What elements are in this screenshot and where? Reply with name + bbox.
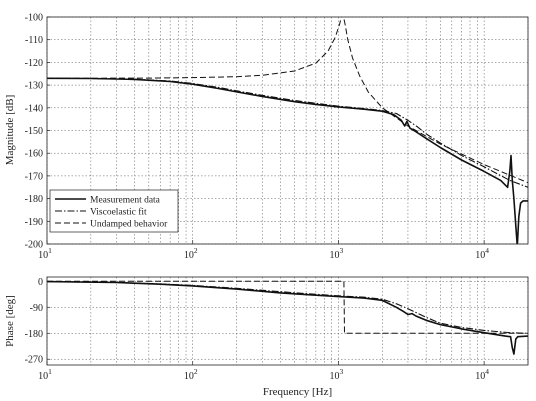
phase-plot-area — [47, 277, 528, 365]
phase-frame — [46, 276, 529, 366]
magnitude-x-tick-label: 104 — [475, 246, 489, 261]
magnitude-frame — [46, 16, 529, 245]
magnitude-y-tick-label: -140 — [25, 103, 43, 114]
magnitude-y-tick-label: -100 — [25, 13, 43, 24]
magnitude-y-axis-label: Magnitude [dB] — [4, 95, 16, 166]
phase-x-tick-label: 102 — [184, 367, 198, 382]
magnitude-series-line — [47, 77, 528, 188]
phase-x-tick-label: 101 — [38, 367, 52, 382]
magnitude-y-tick-label: -130 — [25, 81, 43, 92]
legend-label: Viscoelastic fit — [90, 207, 147, 218]
phase-y-tick-label: -180 — [25, 329, 43, 340]
phase-x-axis-label: Frequency [Hz] — [263, 386, 332, 398]
magnitude-y-tick-label: -120 — [25, 58, 43, 69]
phase-series-line — [47, 281, 528, 334]
magnitude-x-tick-label: 102 — [184, 246, 198, 261]
magnitude-panel: -100 -110 -120 -130 -140 -150 -160 -170 -180 -190… — [4, 13, 529, 261]
phase-y-axis-label: Phase [deg] — [4, 295, 16, 347]
magnitude-series-line — [47, 17, 528, 184]
phase-series-line — [47, 280, 528, 334]
magnitude-y-tick-label: -190 — [25, 217, 43, 228]
magnitude-y-tick-label: -160 — [25, 149, 43, 160]
phase-y-tick-label: -90 — [30, 303, 43, 314]
magnitude-y-tick-label: -110 — [25, 35, 43, 46]
magnitude-y-tick-label: -150 — [25, 126, 43, 137]
magnitude-y-tick-label: -180 — [25, 194, 43, 205]
legend-label: Undamped behavior — [90, 220, 168, 230]
legend-label: Measurement data — [90, 196, 161, 206]
phase-y-tick-label: -270 — [25, 355, 43, 366]
magnitude-y-tick-label: -170 — [25, 171, 43, 182]
magnitude-x-tick-label: 103 — [330, 246, 344, 261]
phase-x-tick-label: 104 — [475, 367, 489, 382]
magnitude-series-line — [47, 77, 528, 244]
phase-x-tick-label: 103 — [330, 367, 344, 382]
phase-series-line — [47, 280, 528, 355]
magnitude-x-tick-label: 101 — [38, 246, 52, 261]
phase-y-tick-label: 0 — [38, 277, 43, 288]
magnitude-y-tick-label: -200 — [25, 240, 43, 251]
